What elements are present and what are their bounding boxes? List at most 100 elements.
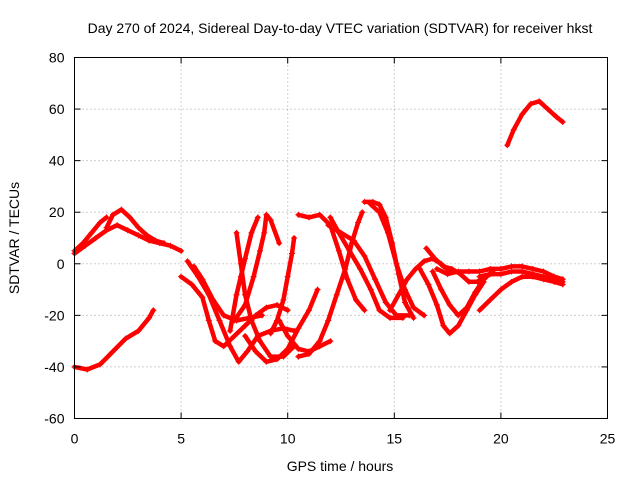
data-point (184, 258, 191, 265)
y-tick-label: -60 (44, 411, 64, 427)
data-point (190, 263, 197, 270)
y-tick-label: -40 (44, 359, 64, 375)
data-point (387, 307, 394, 314)
y-tick-label: -20 (44, 307, 64, 323)
data-point (284, 307, 291, 314)
y-tick-label: 80 (49, 50, 65, 66)
x-tick-label: 5 (177, 431, 185, 447)
data-point (395, 291, 402, 298)
data-point (242, 322, 249, 329)
chart-title: Day 270 of 2024, Sidereal Day-to-day VTE… (88, 20, 593, 36)
data-point (376, 201, 383, 208)
series-sat-21 (416, 265, 487, 337)
data-point (143, 232, 150, 239)
data-point (233, 291, 240, 298)
data-point (465, 268, 472, 275)
data-point (553, 113, 560, 120)
series-sat-11 (242, 286, 321, 365)
data-point (519, 273, 526, 280)
data-point (263, 211, 270, 218)
data-point (306, 351, 313, 358)
data-point (410, 314, 417, 321)
data-point (124, 227, 131, 234)
series-line (296, 209, 365, 359)
data-point (327, 214, 334, 221)
data-point (306, 214, 313, 221)
data-point (242, 255, 249, 262)
series-line (325, 222, 412, 318)
data-point (235, 358, 242, 365)
data-point (446, 330, 453, 337)
data-point (109, 348, 116, 355)
data-point (227, 327, 234, 334)
series-sat-4 (71, 307, 157, 373)
data-point (295, 325, 302, 332)
data-point (103, 214, 110, 221)
y-tick-label: 40 (49, 153, 65, 169)
data-point (242, 332, 249, 339)
x-tick-label: 20 (493, 431, 509, 447)
data-point (497, 271, 504, 278)
data-point (92, 235, 99, 241)
data-point (519, 111, 526, 118)
data-point (376, 307, 383, 314)
data-point (284, 273, 291, 280)
data-point (167, 242, 174, 249)
data-point (178, 273, 185, 280)
data-point (220, 312, 227, 319)
series-sat-3 (103, 206, 168, 247)
data-point (508, 263, 515, 270)
data-point (242, 291, 249, 298)
data-point (433, 265, 440, 272)
y-axis: -60 -40 -20 0 20 40 60 80 (44, 50, 608, 427)
data-point (267, 330, 274, 337)
data-point (178, 247, 185, 254)
data-point (212, 338, 219, 345)
data-point (476, 273, 483, 280)
data-series (71, 98, 566, 373)
data-point (199, 294, 206, 301)
data-point (355, 219, 362, 226)
data-point (259, 312, 266, 319)
data-point (527, 100, 534, 107)
data-point (425, 281, 432, 288)
series-sat-27 (504, 98, 566, 149)
data-point (295, 345, 302, 352)
data-point (248, 317, 255, 324)
data-point (210, 296, 217, 303)
data-point (508, 268, 515, 275)
data-point (423, 245, 430, 252)
series-sat-26 (476, 273, 566, 314)
series-line (268, 235, 297, 336)
series-line (242, 287, 320, 365)
data-point (84, 366, 91, 373)
data-point (463, 304, 470, 311)
data-point (361, 253, 368, 260)
data-point (103, 224, 110, 231)
data-point (295, 353, 302, 360)
data-point (248, 229, 255, 236)
data-point (254, 214, 261, 221)
series-line (72, 307, 156, 372)
data-point (227, 343, 234, 350)
data-point (519, 268, 526, 275)
series-line (276, 318, 333, 354)
data-point (444, 271, 451, 278)
series-sat-10 (233, 229, 298, 360)
data-point (404, 276, 411, 283)
data-point (276, 240, 283, 247)
data-point (220, 343, 227, 350)
data-point (431, 255, 438, 262)
data-point (474, 278, 481, 285)
data-point (529, 273, 536, 280)
data-point (393, 260, 400, 267)
data-point (440, 263, 447, 270)
data-point (250, 273, 257, 280)
data-point (109, 211, 116, 218)
data-point (416, 265, 423, 272)
data-point (344, 276, 351, 283)
data-point (118, 206, 125, 213)
data-point (274, 302, 281, 309)
data-point (276, 317, 283, 324)
